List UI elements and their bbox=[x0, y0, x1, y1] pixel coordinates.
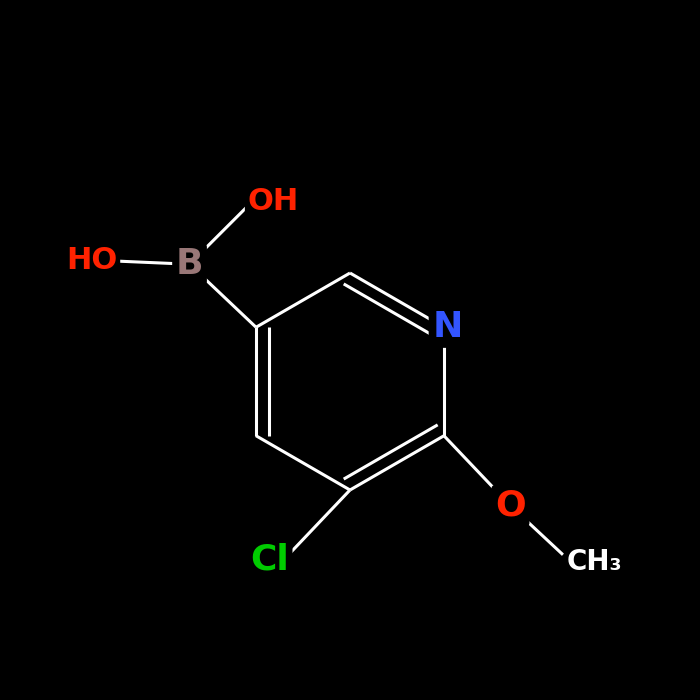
Text: OH: OH bbox=[248, 187, 299, 216]
Text: O: O bbox=[495, 489, 526, 523]
Text: HO: HO bbox=[66, 246, 117, 275]
Text: N: N bbox=[433, 310, 463, 344]
Text: Cl: Cl bbox=[250, 543, 289, 577]
Text: CH₃: CH₃ bbox=[567, 547, 622, 575]
Text: B: B bbox=[176, 247, 203, 281]
